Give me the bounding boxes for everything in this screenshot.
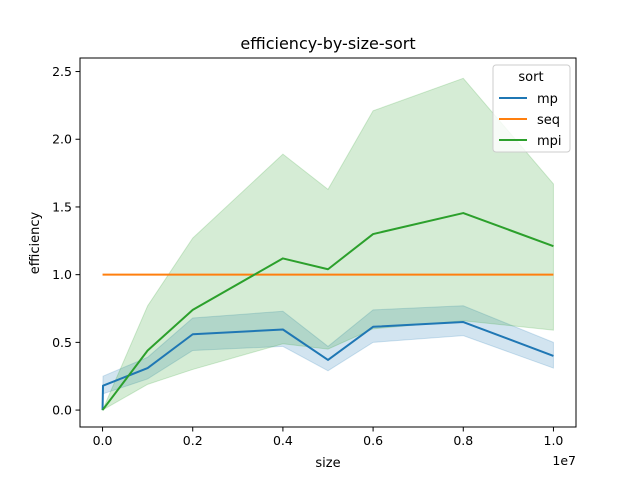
legend-label-mpi: mpi xyxy=(537,134,562,149)
legend-box xyxy=(492,64,571,153)
series-line-mp xyxy=(101,321,554,411)
legend-title: sort xyxy=(518,70,543,85)
y-tick-label: 0.0 xyxy=(52,403,72,418)
chart-title: efficiency-by-size-sort xyxy=(240,34,415,53)
legend-item-mpi: mpi xyxy=(499,134,562,149)
y-axis-ticks: 0.0 0.5 1.0 1.5 2.0 2.5 xyxy=(52,64,80,418)
x-tick-label: 0.4 xyxy=(273,433,293,448)
legend-label-seq: seq xyxy=(537,113,560,128)
x-tick-label: 0.0 xyxy=(93,433,113,448)
x-axis-label: size xyxy=(315,456,340,471)
y-tick-label: 1.0 xyxy=(52,267,72,282)
y-tick-label: 0.5 xyxy=(52,335,72,350)
y-axis-label: efficiency xyxy=(28,211,43,274)
legend-label-mp: mp xyxy=(537,92,558,107)
x-axis-ticks: 0.0 0.2 0.4 0.6 0.8 1.0 xyxy=(93,427,564,448)
series-lines xyxy=(101,212,554,411)
legend: sort mp seq mpi xyxy=(492,64,571,153)
series-line-mpi xyxy=(101,212,554,411)
x-tick-label: 1.0 xyxy=(544,433,564,448)
band-mpi xyxy=(101,77,554,412)
plot-area-frame xyxy=(79,57,577,428)
legend-item-mp: mp xyxy=(499,92,558,107)
legend-item-seq: seq xyxy=(499,113,560,128)
x-tick-label: 0.6 xyxy=(363,433,383,448)
y-tick-label: 2.0 xyxy=(52,132,72,147)
y-tick-label: 1.5 xyxy=(52,199,72,214)
x-tick-label: 0.2 xyxy=(183,433,203,448)
y-tick-label: 2.5 xyxy=(52,64,72,79)
x-tick-label: 0.8 xyxy=(453,433,473,448)
x-axis-offset-label: 1e7 xyxy=(552,453,576,468)
